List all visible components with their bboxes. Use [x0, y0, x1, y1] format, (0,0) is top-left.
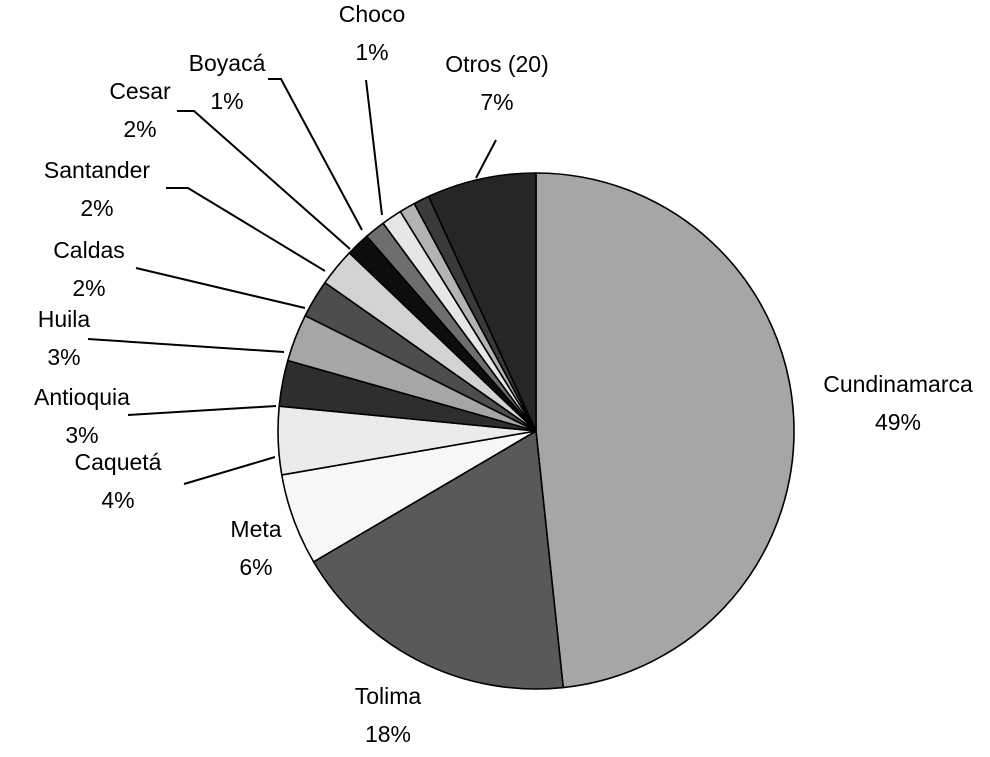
slice-percent-choco: 1%	[355, 39, 388, 65]
leader-lines	[87, 78, 497, 485]
slice-percent-boyaca: 1%	[210, 88, 243, 114]
slice-label-santander: Santander	[44, 157, 150, 183]
leader-line-choco	[365, 79, 383, 216]
slice-percent-santander: 2%	[80, 195, 113, 221]
slice-label-antioquia: Antioquia	[34, 384, 130, 410]
slice-percent-caldas: 2%	[72, 275, 105, 301]
slice-label-cesar: Cesar	[109, 78, 171, 104]
leader-line-otros-20	[475, 139, 497, 179]
leader-line-boyaca	[268, 78, 363, 231]
pie-slice-tolima	[312, 429, 565, 690]
slice-labels: Cundinamarca 49% Tolima 18% Meta 6% Caquetá 4% A…	[34, 1, 973, 747]
slice-percent-cundinamarca: 49%	[875, 409, 921, 435]
leader-line-huila	[87, 338, 285, 353]
pie-slices	[277, 172, 795, 690]
slice-label-boyaca: Boyacá	[189, 50, 266, 76]
slice-percent-huila: 3%	[47, 344, 80, 370]
slice-percent-otros-20: 7%	[480, 89, 513, 115]
pie-slice-otros-20	[427, 172, 537, 432]
leader-line-cesar	[177, 110, 351, 250]
slice-label-huila: Huila	[38, 306, 91, 332]
slice-label-otros-20: Otros (20)	[445, 51, 549, 77]
slice-label-cundinamarca: Cundinamarca	[823, 371, 973, 397]
slice-percent-meta: 6%	[239, 554, 272, 580]
pie-slice-cundinamarca	[535, 172, 795, 689]
leader-line-santander	[166, 187, 326, 272]
slice-percent-tolima: 18%	[365, 721, 411, 747]
slice-percent-antioquia: 3%	[65, 422, 98, 448]
slice-label-meta: Meta	[230, 516, 281, 542]
slice-label-caqueta: Caquetá	[75, 449, 162, 475]
leader-line-antioquia	[127, 405, 277, 416]
slice-label-tolima: Tolima	[355, 683, 422, 709]
slice-percent-cesar: 2%	[123, 116, 156, 142]
slice-percent-caqueta: 4%	[101, 487, 134, 513]
leader-line-caqueta	[183, 456, 276, 485]
slice-label-caldas: Caldas	[53, 237, 125, 263]
slice-label-choco: Choco	[339, 1, 405, 27]
leader-line-caldas	[135, 267, 306, 309]
